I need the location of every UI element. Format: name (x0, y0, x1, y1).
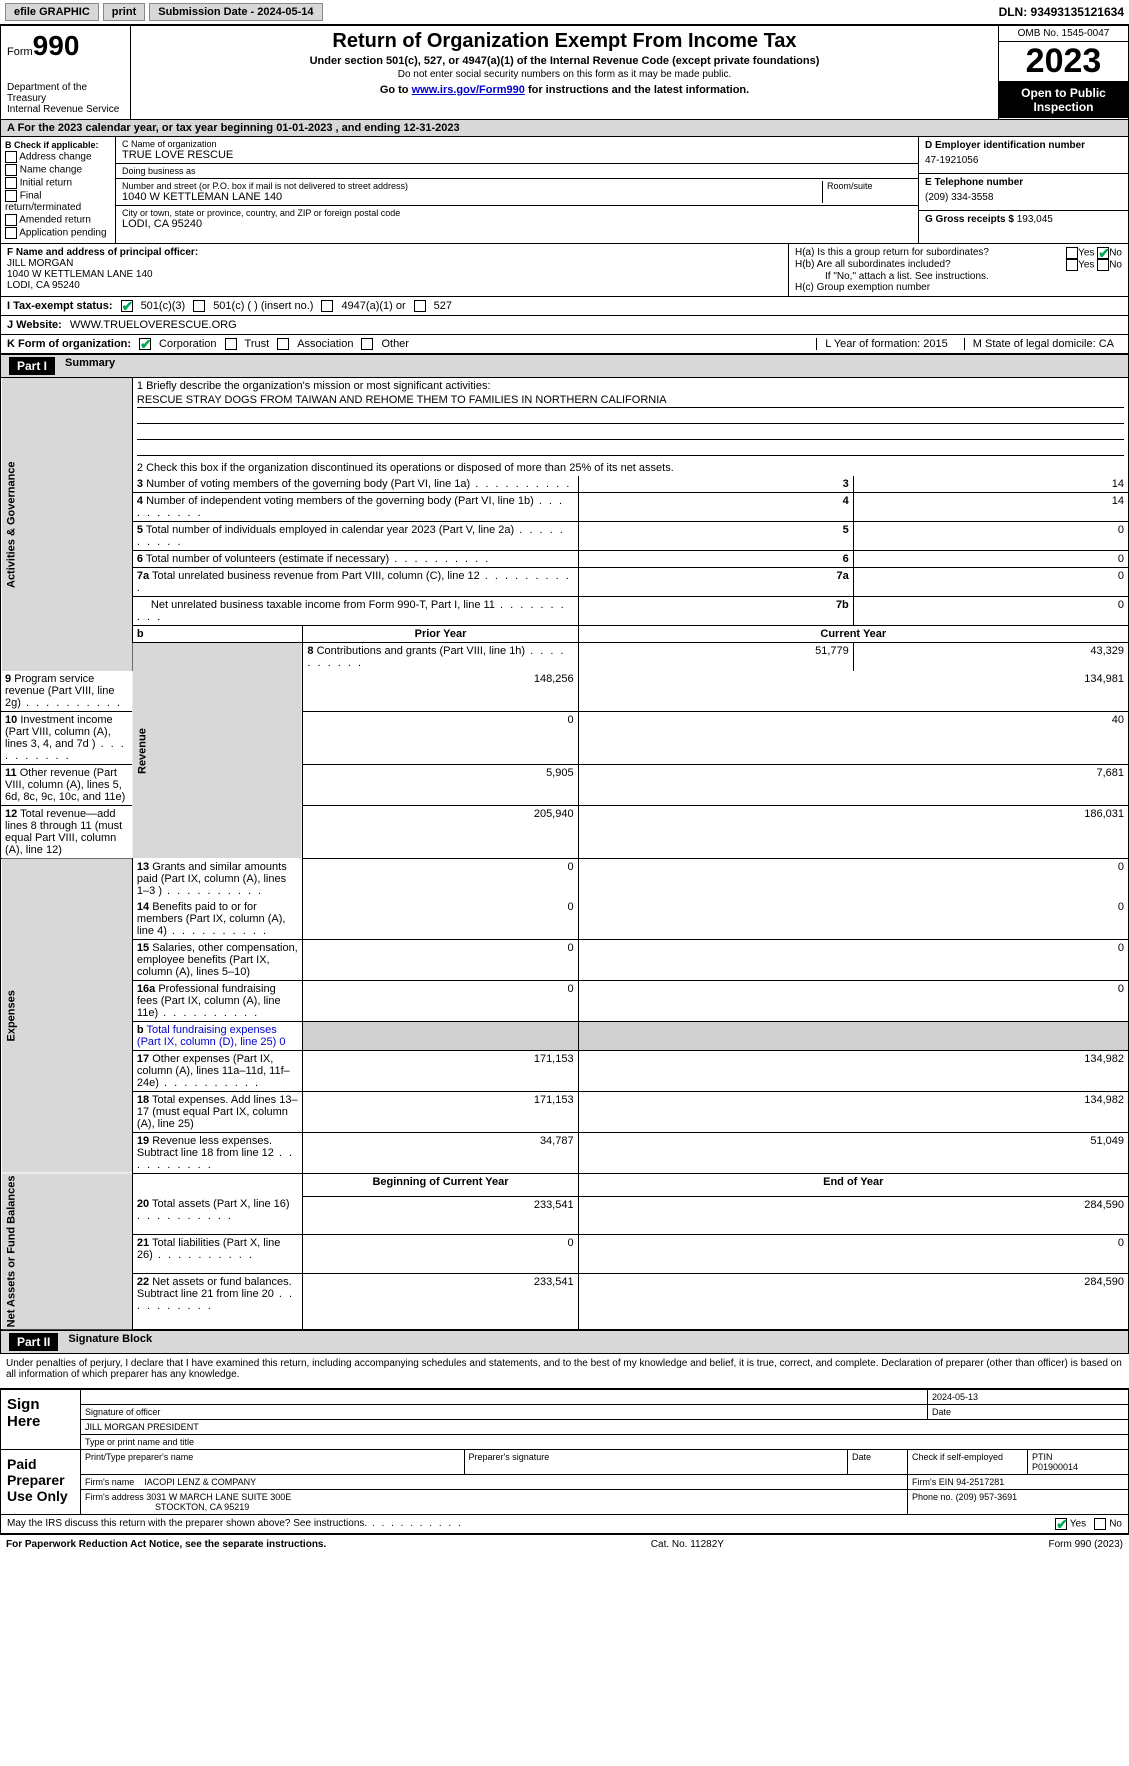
date-label: Date (928, 1405, 1128, 1419)
sig-officer-label: Signature of officer (81, 1405, 928, 1419)
submission-date: Submission Date - 2024-05-14 (149, 3, 322, 21)
mission-text: RESCUE STRAY DOGS FROM TAIWAN AND REHOME… (137, 394, 1124, 408)
vlabel-netassets: Net Assets or Fund Balances (1, 1173, 133, 1329)
phone-value: (209) 334-3558 (925, 188, 1122, 207)
officer-name: JILL MORGAN (7, 258, 782, 269)
page-footer: For Paperwork Reduction Act Notice, see … (0, 1534, 1129, 1554)
row-a-tax-year: A For the 2023 calendar year, or tax yea… (0, 120, 1129, 137)
vlabel-governance: Activities & Governance (1, 378, 133, 671)
dept-label: Department of the Treasury (7, 82, 124, 104)
chk-amended[interactable]: Amended return (5, 214, 111, 226)
omb-number: OMB No. 1545-0047 (999, 26, 1128, 42)
irs-label: Internal Revenue Service (7, 104, 124, 115)
form-subtitle: Under section 501(c), 527, or 4947(a)(1)… (139, 55, 990, 67)
signature-block: Sign Here 2024-05-13 Signature of office… (0, 1388, 1129, 1515)
ein-value: 47-1921056 (925, 151, 1122, 170)
chk-4947[interactable] (321, 300, 333, 312)
website-value: WWW.TRUELOVERESCUE.ORG (70, 319, 237, 331)
summary-table: Activities & Governance 1 Briefly descri… (0, 378, 1129, 1330)
chk-association[interactable] (277, 338, 289, 350)
officer-printed: JILL MORGAN PRESIDENT (81, 1420, 1128, 1434)
officer-label: F Name and address of principal officer: (7, 247, 782, 258)
city-value: LODI, CA 95240 (122, 218, 912, 230)
sig-date: 2024-05-13 (928, 1390, 1128, 1404)
hb2-label: If "No," attach a list. See instructions… (795, 271, 1122, 282)
discuss-row: May the IRS discuss this return with the… (0, 1515, 1129, 1534)
dba-label: Doing business as (122, 166, 912, 176)
chk-name-change[interactable]: Name change (5, 164, 111, 176)
tax-year: 2023 (999, 42, 1128, 82)
officer-city: LODI, CA 95240 (7, 280, 782, 291)
top-bar: efile GRAPHIC print Submission Date - 20… (0, 0, 1129, 25)
form-word: Form (7, 46, 33, 58)
hc-label: H(c) Group exemption number (795, 282, 1122, 293)
sign-here-label: Sign Here (1, 1390, 81, 1449)
type-label: Type or print name and title (81, 1435, 1128, 1449)
street-label: Number and street (or P.O. box if mail i… (122, 181, 822, 191)
chk-corporation[interactable] (139, 338, 151, 350)
org-name-label: C Name of organization (122, 139, 912, 149)
org-name: TRUE LOVE RESCUE (122, 149, 912, 161)
vlabel-expenses: Expenses (1, 859, 133, 1174)
year-formation: L Year of formation: 2015 (816, 338, 956, 350)
row-i-tax-status: I Tax-exempt status: 501(c)(3) 501(c) ( … (0, 297, 1129, 316)
form-ref: Form 990 (2023) (1049, 1539, 1123, 1550)
chk-trust[interactable] (225, 338, 237, 350)
cat-number: Cat. No. 11282Y (651, 1539, 724, 1550)
ein-label: D Employer identification number (925, 140, 1122, 151)
org-info-grid: B Check if applicable: Address change Na… (0, 137, 1129, 244)
part-1-header: Part I Summary (0, 354, 1129, 378)
chk-application-pending[interactable]: Application pending (5, 227, 111, 239)
paid-preparer-label: Paid Preparer Use Only (1, 1450, 81, 1514)
row-k-form-org: K Form of organization: Corporation Trus… (0, 335, 1129, 354)
chk-address-change[interactable]: Address change (5, 151, 111, 163)
q2-label: 2 Check this box if the organization dis… (132, 460, 1128, 476)
chk-527[interactable] (414, 300, 426, 312)
chk-initial-return[interactable]: Initial return (5, 177, 111, 189)
chk-501c[interactable] (193, 300, 205, 312)
form-number: 990 (33, 30, 80, 61)
discuss-yes[interactable] (1055, 1518, 1067, 1530)
hb-label: H(b) Are all subordinates included? (795, 259, 951, 271)
chk-501c3[interactable] (121, 300, 133, 312)
officer-street: 1040 W KETTLEMAN LANE 140 (7, 269, 782, 280)
street-value: 1040 W KETTLEMAN LANE 140 (122, 191, 822, 203)
form-link-line: Go to www.irs.gov/Form990 for instructio… (139, 84, 990, 96)
chk-final-return[interactable]: Final return/terminated (5, 190, 111, 213)
row-f-h: F Name and address of principal officer:… (0, 244, 1129, 297)
state-domicile: M State of legal domicile: CA (964, 338, 1122, 350)
box-b-header: B Check if applicable: (5, 140, 111, 150)
dln-label: DLN: 93493135121634 (999, 5, 1124, 19)
row-j-website: J Website: WWW.TRUELOVERESCUE.ORG (0, 316, 1129, 335)
room-label: Room/suite (827, 181, 912, 191)
print-button[interactable]: print (103, 3, 145, 21)
form-title: Return of Organization Exempt From Incom… (139, 30, 990, 53)
gross-receipts-value: 193,045 (1017, 214, 1053, 225)
pra-notice: For Paperwork Reduction Act Notice, see … (6, 1539, 326, 1550)
form-note: Do not enter social security numbers on … (139, 69, 990, 80)
phone-label: E Telephone number (925, 177, 1122, 188)
perjury-declaration: Under penalties of perjury, I declare th… (0, 1354, 1129, 1384)
vlabel-revenue: Revenue (132, 643, 303, 859)
gross-receipts-label: G Gross receipts $ (925, 214, 1014, 225)
form-header: Form990 Department of the Treasury Inter… (0, 25, 1129, 120)
irs-link[interactable]: www.irs.gov/Form990 (412, 84, 525, 96)
chk-other[interactable] (361, 338, 373, 350)
efile-badge: efile GRAPHIC (5, 3, 99, 21)
ha-label: H(a) Is this a group return for subordin… (795, 247, 989, 259)
open-to-public: Open to Public Inspection (999, 82, 1128, 118)
q1-label: 1 Briefly describe the organization's mi… (137, 380, 1124, 392)
discuss-no[interactable] (1094, 1518, 1106, 1530)
city-label: City or town, state or province, country… (122, 208, 912, 218)
part-2-header: Part II Signature Block (0, 1330, 1129, 1354)
